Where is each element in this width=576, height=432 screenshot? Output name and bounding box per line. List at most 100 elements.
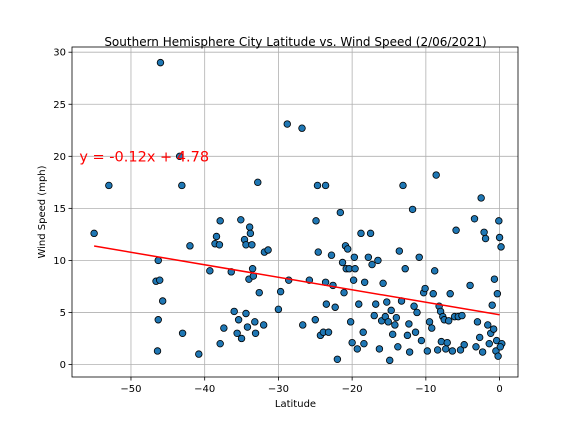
- data-point: [484, 321, 492, 329]
- data-point: [234, 316, 243, 324]
- data-point: [413, 308, 421, 317]
- data-point: [411, 328, 420, 336]
- data-point: [399, 181, 407, 190]
- y-tick-label: 10: [53, 256, 66, 267]
- data-point: [359, 328, 367, 336]
- data-point: [443, 338, 451, 347]
- data-point: [495, 217, 503, 225]
- data-point: [311, 316, 319, 324]
- data-point: [327, 251, 336, 259]
- y-tick-label: 5: [60, 308, 66, 319]
- data-point: [233, 329, 241, 337]
- data-point: [350, 253, 359, 261]
- data-point: [445, 317, 453, 325]
- data-point: [216, 217, 224, 225]
- data-point: [246, 229, 255, 238]
- data-point: [392, 313, 401, 322]
- data-point: [475, 333, 484, 342]
- data-point: [338, 258, 347, 267]
- data-point: [298, 124, 306, 132]
- data-point: [388, 330, 397, 339]
- data-point: [488, 301, 496, 309]
- data-point: [386, 356, 394, 365]
- data-point: [321, 181, 330, 190]
- data-point: [370, 311, 378, 320]
- data-point: [473, 318, 482, 326]
- data-point: [478, 348, 487, 356]
- x-tick-label: −30: [268, 384, 289, 395]
- data-point: [442, 345, 450, 353]
- data-point: [432, 171, 440, 179]
- data-point: [460, 341, 468, 349]
- data-point: [251, 329, 260, 337]
- data-point: [336, 208, 345, 217]
- data-points: [90, 58, 506, 365]
- x-tick-label: 0: [496, 384, 502, 395]
- data-point: [178, 181, 186, 190]
- data-point: [353, 345, 361, 353]
- data-point: [477, 194, 485, 202]
- x-tick-label: −20: [342, 384, 363, 395]
- data-point: [428, 324, 436, 332]
- data-point: [254, 178, 262, 187]
- data-point: [458, 311, 466, 320]
- data-point: [255, 288, 263, 297]
- data-point: [405, 348, 414, 356]
- regression-equation-label: y = -0.12x + 4.78: [79, 149, 209, 165]
- data-point: [333, 355, 342, 364]
- data-point: [448, 347, 457, 355]
- data-point: [340, 288, 348, 297]
- data-point: [387, 306, 395, 315]
- data-point: [372, 300, 380, 308]
- data-point: [375, 345, 384, 353]
- data-point: [489, 325, 498, 333]
- data-point: [466, 281, 474, 290]
- data-point: [215, 241, 224, 249]
- y-axis-title: Wind Speed (mph): [37, 165, 48, 258]
- data-point: [360, 278, 369, 286]
- data-point: [403, 331, 412, 340]
- data-point: [237, 334, 246, 343]
- data-point: [360, 339, 368, 348]
- data-point: [243, 323, 252, 331]
- data-point: [348, 338, 356, 347]
- data-point: [496, 343, 505, 351]
- data-point: [355, 300, 363, 308]
- data-point: [322, 300, 331, 308]
- data-point: [470, 215, 479, 223]
- data-point: [245, 223, 254, 231]
- x-tick-label: −40: [194, 384, 215, 395]
- data-point: [156, 276, 164, 284]
- data-point: [379, 279, 387, 288]
- data-point: [248, 241, 256, 249]
- data-point: [331, 303, 339, 311]
- data-point: [391, 321, 399, 329]
- data-point: [446, 290, 454, 298]
- data-point: [237, 216, 245, 224]
- y-tick-label: 15: [53, 204, 66, 215]
- data-point: [480, 228, 488, 236]
- data-point: [494, 352, 502, 360]
- x-tick-label: −10: [415, 384, 436, 395]
- data-point: [158, 297, 167, 305]
- data-point: [324, 328, 333, 336]
- data-point: [452, 226, 460, 234]
- data-point: [344, 245, 352, 253]
- data-point: [153, 347, 162, 355]
- data-point: [485, 339, 493, 348]
- data-point: [313, 181, 322, 190]
- data-point: [401, 265, 409, 273]
- data-point: [346, 318, 355, 326]
- data-point: [394, 343, 402, 351]
- data-point: [178, 329, 187, 337]
- regression-line: [93, 245, 500, 316]
- data-point: [349, 276, 358, 284]
- data-point: [220, 324, 228, 332]
- data-point: [156, 58, 165, 67]
- data-point: [415, 253, 423, 261]
- data-point: [384, 318, 392, 326]
- data-point: [242, 309, 250, 318]
- x-tick-label: −50: [120, 384, 141, 395]
